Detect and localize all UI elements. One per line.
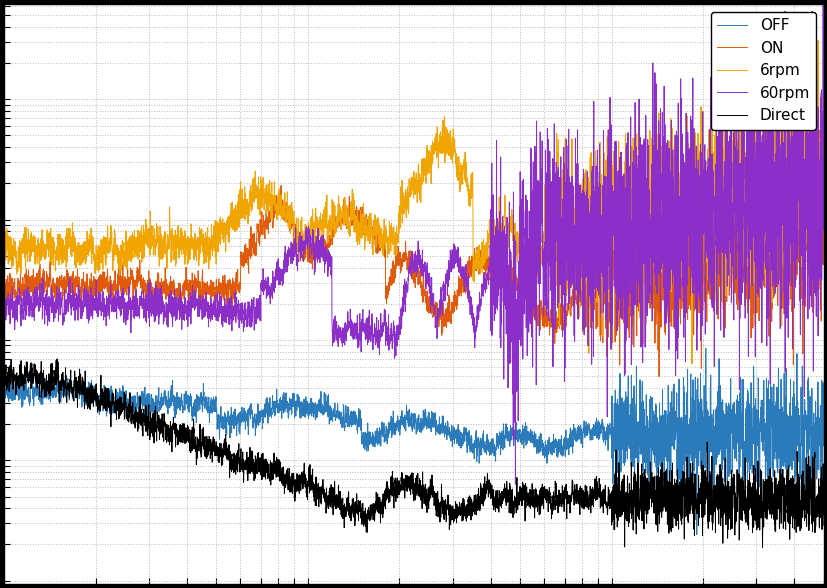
6rpm [490, 240, 500, 247]
60rpm [509, 481, 519, 488]
Direct [818, 522, 827, 529]
60rpm [532, 249, 542, 256]
OFF [672, 463, 682, 470]
6rpm [610, 190, 620, 197]
Line: ON: ON [4, 130, 823, 376]
6rpm [686, 360, 696, 367]
ON [0, 280, 9, 288]
Direct [532, 497, 542, 505]
OFF [0, 386, 9, 393]
60rpm [312, 235, 322, 242]
ON [814, 126, 824, 133]
ON [312, 257, 322, 264]
Legend: OFF, ON, 6rpm, 60rpm, Direct: OFF, ON, 6rpm, 60rpm, Direct [710, 12, 815, 129]
Direct [0, 373, 9, 380]
60rpm [490, 223, 500, 230]
60rpm [818, 150, 827, 157]
Line: 6rpm: 6rpm [4, 41, 823, 363]
60rpm [610, 138, 620, 145]
ON [148, 287, 158, 294]
OFF [610, 439, 620, 446]
OFF [312, 405, 322, 412]
Direct [757, 544, 767, 551]
ON [818, 173, 827, 181]
ON [532, 306, 542, 313]
ON [490, 276, 500, 283]
60rpm [148, 296, 158, 303]
6rpm [148, 235, 158, 242]
Direct [148, 428, 158, 435]
OFF [818, 381, 827, 388]
ON [672, 315, 682, 322]
6rpm [0, 229, 9, 236]
OFF [532, 445, 542, 452]
6rpm [812, 37, 822, 44]
ON [653, 373, 663, 380]
OFF [490, 443, 500, 450]
6rpm [532, 270, 542, 278]
ON [610, 258, 620, 265]
OFF [691, 531, 700, 538]
Direct [672, 482, 682, 489]
Direct [610, 510, 620, 517]
60rpm [672, 99, 682, 106]
Direct [312, 491, 322, 498]
Line: OFF: OFF [4, 346, 823, 534]
Direct [52, 355, 62, 362]
6rpm [818, 155, 827, 162]
6rpm [672, 246, 682, 253]
6rpm [312, 235, 322, 242]
Direct [490, 496, 500, 503]
Line: Direct: Direct [4, 359, 823, 547]
OFF [148, 399, 158, 406]
OFF [765, 342, 775, 349]
Line: 60rpm: 60rpm [4, 0, 823, 485]
60rpm [0, 301, 9, 308]
